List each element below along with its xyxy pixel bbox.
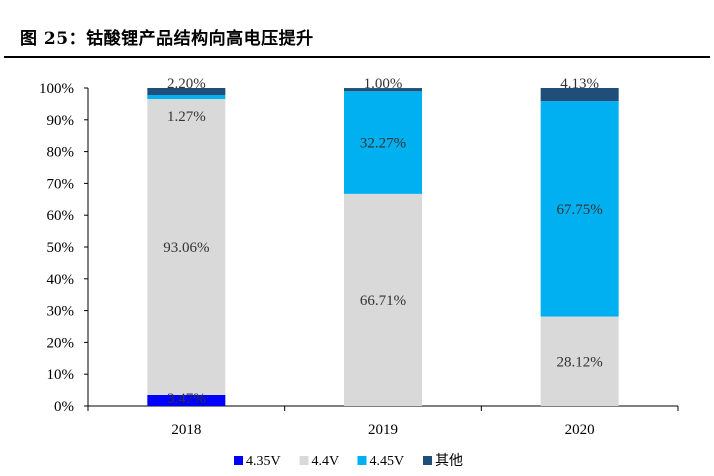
bar-segment xyxy=(147,99,226,395)
data-label: 1.27% xyxy=(167,109,206,125)
y-tick-label: 0% xyxy=(54,399,74,415)
bar-segment xyxy=(540,316,619,406)
legend-swatch xyxy=(299,456,309,465)
x-tick-label: 2018 xyxy=(171,422,201,438)
data-label: 3.47% xyxy=(167,391,206,407)
bar-segment xyxy=(344,91,422,194)
y-tick-label: 70% xyxy=(47,176,75,192)
legend-swatch xyxy=(423,456,432,465)
title-divider xyxy=(4,56,710,58)
bar-segment xyxy=(540,101,619,317)
x-tick-label: 2019 xyxy=(368,422,398,438)
data-label: 32.27% xyxy=(360,136,406,152)
data-label: 67.75% xyxy=(557,202,603,218)
legend-label: 4.35V xyxy=(246,454,281,469)
data-label: 2.20% xyxy=(167,76,206,92)
data-label: 1.00% xyxy=(364,76,403,92)
chart-axes: 0% 10% 20% 30% 40% 50% 60% 70% 80% 90% 100% 2018 201… xyxy=(39,81,679,438)
y-tick-label: 30% xyxy=(47,304,75,320)
legend-label: 其他 xyxy=(435,453,463,469)
bar-segment xyxy=(147,394,226,406)
x-tick-label: 2020 xyxy=(565,422,595,438)
figure-title: 图 25：钴酸锂产品结构向高电压提升 xyxy=(20,29,314,49)
bar-segment xyxy=(147,88,226,95)
y-tick-label: 10% xyxy=(47,367,75,383)
bar-segment xyxy=(344,193,422,406)
bar-segment xyxy=(344,88,422,92)
legend-label: 4.4V xyxy=(312,454,340,469)
legend-swatch xyxy=(234,456,243,465)
chart-bars xyxy=(147,88,619,406)
y-tick-label: 60% xyxy=(47,208,75,224)
bar-segment xyxy=(540,88,619,102)
data-label: 66.71% xyxy=(360,293,406,309)
chart-data-labels: 3.47% 93.06% 1.27% 2.20% 66.71% 32.27% 1.00% 28… xyxy=(163,76,603,407)
y-tick-label: 80% xyxy=(47,145,75,161)
bar-segment xyxy=(147,94,226,100)
y-tick-label: 50% xyxy=(47,240,75,256)
figure-header: 图 25：钴酸锂产品结构向高电压提升 xyxy=(0,0,714,58)
data-label: 93.06% xyxy=(163,240,209,256)
y-tick-label: 20% xyxy=(47,335,75,351)
data-label: 28.12% xyxy=(557,354,603,370)
y-tick-label: 100% xyxy=(39,81,74,97)
legend-swatch xyxy=(357,456,367,465)
chart-legend: 4.35V 4.4V 4.45V 其他 xyxy=(234,453,463,469)
y-tick-label: 40% xyxy=(47,272,75,288)
legend-label: 4.45V xyxy=(370,454,405,469)
data-label: 4.13% xyxy=(560,76,599,92)
y-tick-label: 90% xyxy=(47,113,75,129)
